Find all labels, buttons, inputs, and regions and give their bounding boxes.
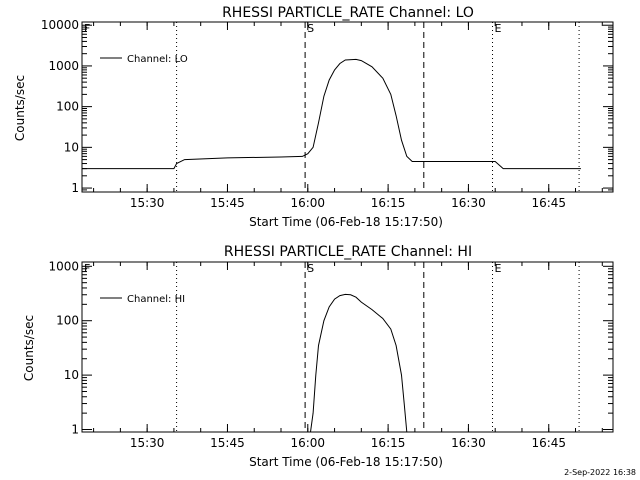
y-tick-label-hi: 1: [71, 423, 79, 437]
x-tick-label-lo: 16:00: [290, 196, 325, 210]
event-marker-label-lo: E: [495, 22, 502, 35]
y-tick-label-hi: 10: [64, 368, 79, 382]
x-tick-label-hi: 16:15: [371, 436, 406, 450]
y-tick-label-hi: 1000: [48, 259, 79, 273]
chart-title-lo: RHESSI PARTICLE_RATE Channel: LO: [222, 5, 474, 21]
legend-label-hi: Channel: HI: [127, 294, 185, 305]
chart-title-hi: RHESSI PARTICLE_RATE Channel: HI: [224, 244, 472, 260]
y-tick-label-lo: 10: [64, 140, 79, 154]
x-tick-label-hi: 15:45: [210, 436, 245, 450]
y-tick-label-lo: 1: [71, 181, 79, 195]
x-tick-label-lo: 16:45: [531, 196, 566, 210]
event-marker-label-hi: F: [84, 262, 90, 275]
series-line-lo: [82, 58, 581, 170]
x-tick-label-hi: 16:00: [290, 436, 325, 450]
event-marker-label-hi: E: [495, 262, 502, 275]
plot-area-hi: 15:30 15:45 16:00 16:15 16:30 16:45 1 10 100 1000…: [48, 259, 613, 450]
x-tick-label-hi: 15:30: [130, 436, 165, 450]
x-tick-label-lo: 15:30: [130, 196, 165, 210]
panel-hi: RHESSI PARTICLE_RATE Channel: HI Counts/…: [22, 244, 614, 469]
panel-lo: RHESSI PARTICLE_RATE Channel: LO Counts/…: [13, 5, 614, 229]
legend-label-lo: Channel: LO: [127, 54, 188, 65]
plot-frame-hi: [81, 261, 614, 433]
y-tick-label-hi: 100: [56, 314, 79, 328]
x-tick-label-hi: 16:30: [451, 436, 486, 450]
plot-frame-lo: [81, 21, 614, 193]
x-tick-label-hi: 16:45: [531, 436, 566, 450]
y-axis-label-lo: Counts/sec: [13, 75, 27, 141]
y-axis-label-hi: Counts/sec: [22, 315, 36, 381]
event-marker-label-lo: F: [84, 22, 90, 35]
y-tick-label-lo: 1000: [48, 59, 79, 73]
x-axis-label-lo: Start Time (06-Feb-18 15:17:50): [249, 215, 443, 229]
x-tick-label-lo: 16:30: [451, 196, 486, 210]
event-marker-label-hi: S: [307, 262, 314, 275]
x-axis-label-hi: Start Time (06-Feb-18 15:17:50): [249, 455, 443, 469]
x-tick-label-lo: 15:45: [210, 196, 245, 210]
x-tick-label-lo: 16:15: [371, 196, 406, 210]
y-tick-label-lo: 100: [56, 100, 79, 114]
footer-timestamp: 2-Sep-2022 16:38: [564, 468, 636, 477]
y-tick-label-lo: 10000: [41, 18, 79, 32]
plot-area-lo: 15:30 15:45 16:00 16:15 16:30 16:45 1 10 100 1000…: [41, 18, 613, 210]
event-marker-label-lo: S: [307, 22, 314, 35]
series-line-hi: [310, 293, 408, 433]
